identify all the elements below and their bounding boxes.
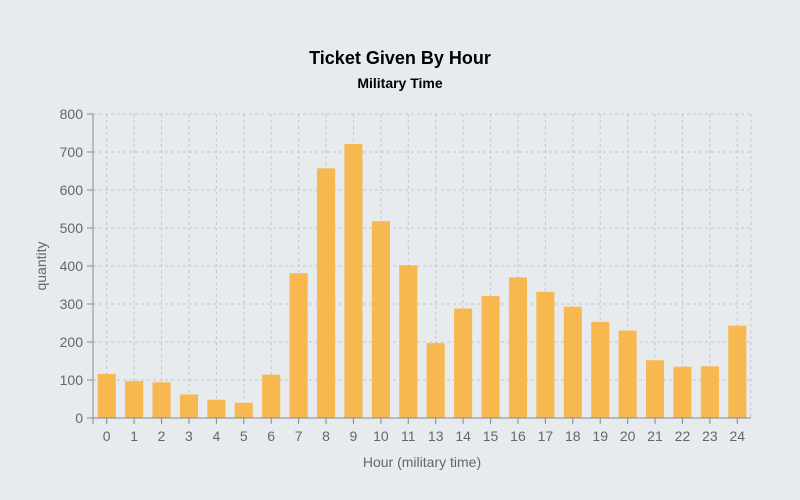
- x-tick-label-22: 22: [675, 428, 691, 444]
- bar-16[interactable]: [508, 277, 528, 418]
- chart-title: Ticket Given By Hour: [309, 48, 491, 68]
- x-tick-label-6: 6: [267, 428, 275, 444]
- y-tick-label-1: 100: [60, 372, 84, 388]
- bar-4[interactable]: [207, 399, 226, 418]
- x-tick-label-21: 21: [647, 428, 663, 444]
- bars-group: [97, 144, 747, 418]
- bar-23[interactable]: [700, 366, 719, 418]
- bar-13[interactable]: [426, 343, 445, 418]
- y-tick-label-0: 0: [75, 410, 83, 426]
- x-tick-label-19: 19: [592, 428, 608, 444]
- x-tick-label-3: 3: [185, 428, 193, 444]
- bar-20[interactable]: [618, 330, 637, 418]
- bar-8[interactable]: [316, 168, 336, 418]
- x-tick-label-7: 7: [295, 428, 303, 444]
- bar-5[interactable]: [234, 402, 253, 418]
- bar-17[interactable]: [536, 291, 555, 418]
- bar-0[interactable]: [97, 373, 116, 418]
- y-tick-label-4: 400: [60, 258, 84, 274]
- y-tick-label-7: 700: [60, 144, 84, 160]
- bar-3[interactable]: [179, 394, 199, 418]
- x-tick-label-23: 23: [702, 428, 718, 444]
- bar-9[interactable]: [344, 144, 363, 418]
- y-tick-label-2: 200: [60, 334, 84, 350]
- bar-21[interactable]: [645, 360, 665, 418]
- x-tick-label-20: 20: [620, 428, 636, 444]
- x-tick-label-10: 10: [373, 428, 389, 444]
- x-axis-label: Hour (military time): [363, 454, 481, 470]
- x-tick-label-16: 16: [510, 428, 526, 444]
- x-tick-label-0: 0: [103, 428, 111, 444]
- x-tick-label-15: 15: [483, 428, 499, 444]
- x-tick-label-14: 14: [455, 428, 471, 444]
- x-tick-label-11: 11: [401, 428, 416, 444]
- y-tick-label-3: 300: [60, 296, 84, 312]
- x-tick-label-8: 8: [322, 428, 330, 444]
- x-tick-label-13: 13: [428, 428, 444, 444]
- x-tick-label-2: 2: [158, 428, 166, 444]
- x-tick-label-4: 4: [212, 428, 220, 444]
- bar-1[interactable]: [125, 381, 144, 418]
- bar-19[interactable]: [591, 321, 610, 418]
- x-tick-label-5: 5: [240, 428, 248, 444]
- bar-22[interactable]: [673, 366, 692, 418]
- x-tick-label-17: 17: [538, 428, 554, 444]
- bar-2[interactable]: [152, 382, 171, 418]
- bar-6[interactable]: [262, 374, 281, 418]
- y-tick-label-8: 800: [60, 106, 84, 122]
- x-tick-label-18: 18: [565, 428, 581, 444]
- bar-10[interactable]: [371, 221, 390, 418]
- x-tick-label-1: 1: [130, 428, 138, 444]
- y-tick-label-5: 500: [60, 220, 84, 236]
- y-tick-label-6: 600: [60, 182, 84, 198]
- bar-11[interactable]: [399, 265, 418, 418]
- bar-18[interactable]: [563, 306, 582, 418]
- grid-lines: [93, 113, 752, 419]
- bar-24[interactable]: [728, 325, 747, 418]
- bar-14[interactable]: [454, 308, 473, 418]
- y-axis-label: quantity: [33, 241, 49, 290]
- bar-7[interactable]: [289, 273, 308, 418]
- x-tick-label-9: 9: [350, 428, 358, 444]
- bar-15[interactable]: [481, 296, 500, 418]
- chart-subtitle: Military Time: [357, 75, 443, 91]
- x-tick-label-24: 24: [730, 428, 746, 444]
